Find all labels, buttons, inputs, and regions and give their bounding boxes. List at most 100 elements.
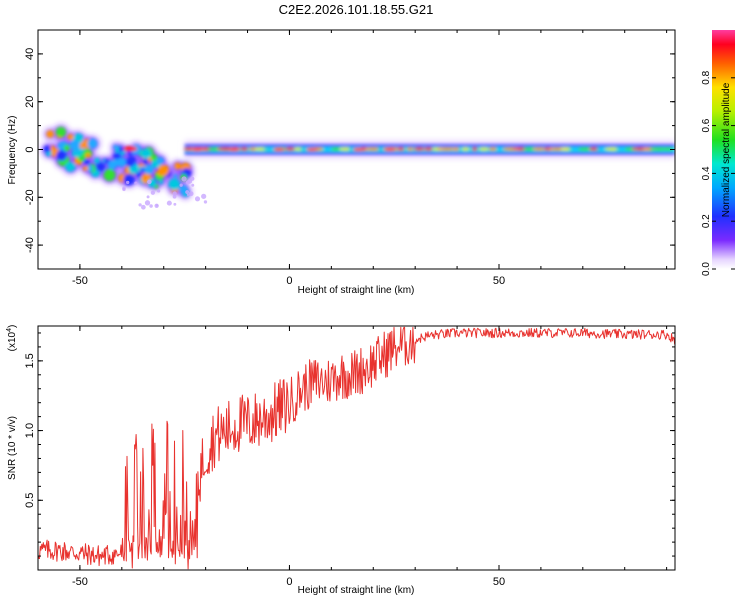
faint-point — [185, 180, 191, 185]
scatter-blob — [125, 157, 136, 167]
colorbar-tick-label: 0.4 — [701, 166, 712, 180]
band-blob — [437, 147, 457, 151]
spectrogram-axes: -50 0 50 -40 -20 0 20 40 — [24, 29, 675, 287]
faint-point — [186, 193, 190, 196]
band-blob — [284, 147, 296, 151]
snr-series-line — [38, 326, 675, 570]
faint-point — [172, 194, 177, 199]
y-tick-label: 1.5 — [24, 353, 36, 368]
spectrogram-panel: -50 0 50 -40 -20 0 20 40 Height of straight lin… — [7, 29, 676, 296]
band-blob — [471, 147, 478, 151]
scatter-blob — [69, 139, 81, 151]
faint-point — [147, 179, 152, 185]
band-blob — [239, 147, 249, 151]
y-tick-label: 0.5 — [24, 493, 36, 508]
band-blob — [649, 147, 669, 151]
colorbar-tick-label: 0.0 — [701, 262, 712, 276]
faint-point — [134, 181, 138, 185]
scatter-blob — [55, 126, 67, 138]
scatter-blob — [112, 158, 120, 167]
scatter-blob — [150, 154, 158, 162]
spectrogram-x-label: Height of straight line (km) — [298, 285, 415, 296]
y-tick-label: -40 — [24, 237, 36, 253]
band-blob — [364, 147, 383, 151]
faint-point — [138, 203, 142, 207]
faint-point — [150, 190, 155, 195]
faint-point — [179, 183, 183, 187]
band-blob — [461, 147, 470, 151]
band-blob — [488, 147, 498, 151]
snr-scale-label: (x104) — [6, 325, 18, 352]
scatter-blob — [67, 133, 75, 141]
scatter-blob — [158, 179, 164, 185]
faint-point — [146, 195, 150, 199]
scatter-blob — [65, 161, 76, 172]
snr-x-label: Height of straight line (km) — [298, 585, 415, 596]
band-blob — [453, 147, 460, 151]
faint-point — [144, 200, 151, 206]
band-hotspot — [227, 147, 240, 152]
colorbar-label: Normalized spectral amplitude — [721, 82, 732, 217]
band-blob — [331, 147, 342, 151]
faint-point — [191, 183, 195, 187]
scatter-blob — [174, 162, 182, 170]
faint-point — [173, 202, 177, 206]
faint-point — [188, 191, 194, 197]
colorbar-ticks: 0.0 0.2 0.4 0.6 0.8 — [701, 70, 735, 276]
faint-point — [185, 190, 190, 194]
scatter-blob — [168, 178, 181, 191]
faint-point — [149, 204, 153, 208]
faint-point — [194, 196, 201, 202]
scatter-blob — [118, 146, 125, 153]
scatter-blob — [94, 157, 101, 164]
scatter-blob — [142, 158, 149, 165]
snr-y-label: SNR (10 * v/v) — [7, 416, 18, 480]
snr-frame — [37, 325, 676, 571]
scatter-blob — [75, 151, 81, 158]
scatter-blob — [136, 171, 142, 178]
colorbar-tick-label: 0.6 — [701, 118, 712, 132]
scatter-blob — [83, 159, 89, 165]
band-blob — [413, 147, 426, 151]
colorbar: 0.0 0.2 0.4 0.6 0.8 Normalized spectral ampl… — [701, 30, 735, 276]
chart-title: C2E2.2026.101.18.55.G21 — [279, 2, 434, 17]
faint-point — [203, 200, 208, 204]
scatter-blob — [56, 150, 67, 161]
colorbar-gradient — [712, 30, 735, 269]
colorbar-tick-label: 0.2 — [701, 214, 712, 228]
band-hotspot — [306, 147, 319, 152]
band-hotspot — [383, 147, 396, 152]
scatter-blob — [95, 161, 106, 172]
scatter-blob — [43, 145, 51, 153]
scatter-blob — [157, 164, 170, 176]
snr-axes: -50 0 50 0.5 1.0 1.5 — [24, 326, 675, 588]
x-tick-label: -50 — [72, 576, 88, 588]
scatter-blob — [103, 169, 116, 182]
band-hotspot — [191, 147, 204, 152]
y-tick-label: 20 — [24, 96, 36, 108]
scatter-blob — [143, 164, 154, 175]
x-tick-label: 0 — [286, 576, 292, 588]
scatter-blob — [123, 173, 135, 186]
faint-point — [157, 189, 161, 193]
scatter-blob — [104, 159, 109, 164]
band-hotspot — [273, 147, 286, 152]
scatter-blob — [46, 130, 54, 138]
band-blob — [423, 147, 434, 151]
faint-point — [181, 176, 187, 182]
faint-point — [201, 193, 207, 199]
x-tick-label: 50 — [493, 576, 505, 588]
y-tick-label: 0 — [24, 146, 36, 152]
band-blob — [397, 147, 405, 151]
scatter-blob — [87, 138, 98, 149]
scatter-blob — [85, 153, 91, 159]
faint-point — [172, 191, 177, 196]
y-tick-label: 1.0 — [24, 423, 36, 438]
band-hotspot — [352, 147, 365, 152]
spectrogram-heatmap — [41, 124, 675, 210]
band-blob — [406, 147, 414, 151]
band-blob — [478, 147, 489, 151]
band-blob — [339, 147, 353, 151]
scatter-blob — [113, 144, 118, 150]
